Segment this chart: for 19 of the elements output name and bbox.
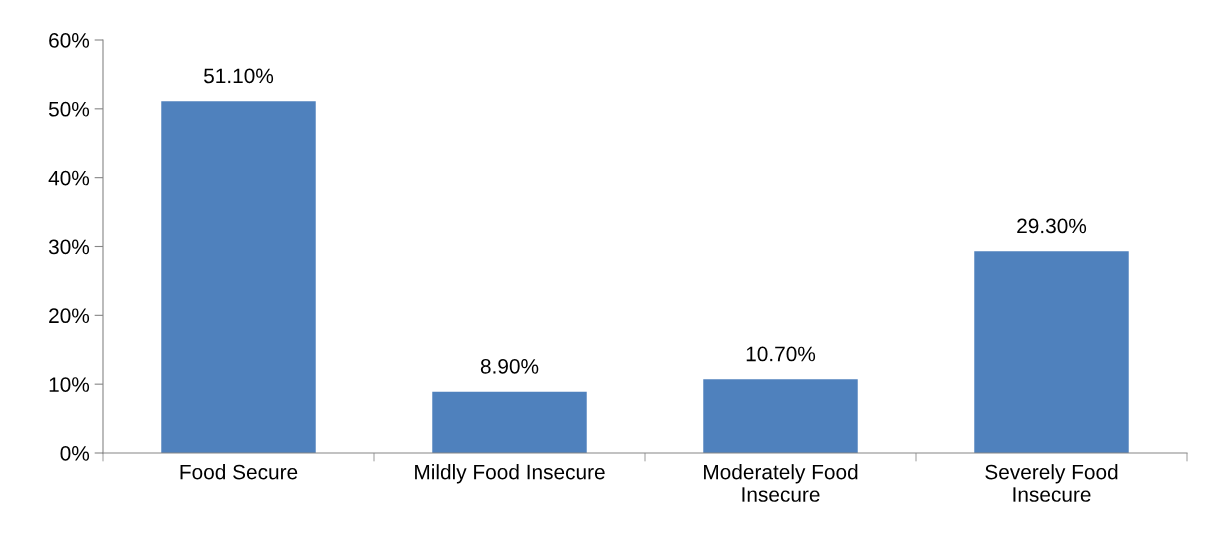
y-tick-label: 10% [49,377,90,392]
y-tick-label: 60% [49,33,90,48]
bar [974,251,1129,453]
x-tick-label: Severely Food Insecure [985,464,1118,502]
x-tick-label: Moderately Food Insecure [704,464,858,502]
x-tick-label: Food Secure [180,464,298,480]
y-tick-label: 20% [49,308,90,324]
data-label: 10.70% [746,346,816,362]
data-label: 8.90% [480,358,539,374]
y-tick-label: 50% [48,101,90,117]
data-label: 51.10% [204,68,274,84]
y-tick-label: 0% [60,446,90,461]
bar [161,101,316,453]
bar [432,391,587,453]
x-tick-label: Mildly Food Insecure [415,464,605,484]
y-tick-label: 40% [48,170,90,186]
y-tick-label: 30% [48,239,90,255]
data-label: 29.30% [1017,218,1087,234]
bar [703,379,858,453]
